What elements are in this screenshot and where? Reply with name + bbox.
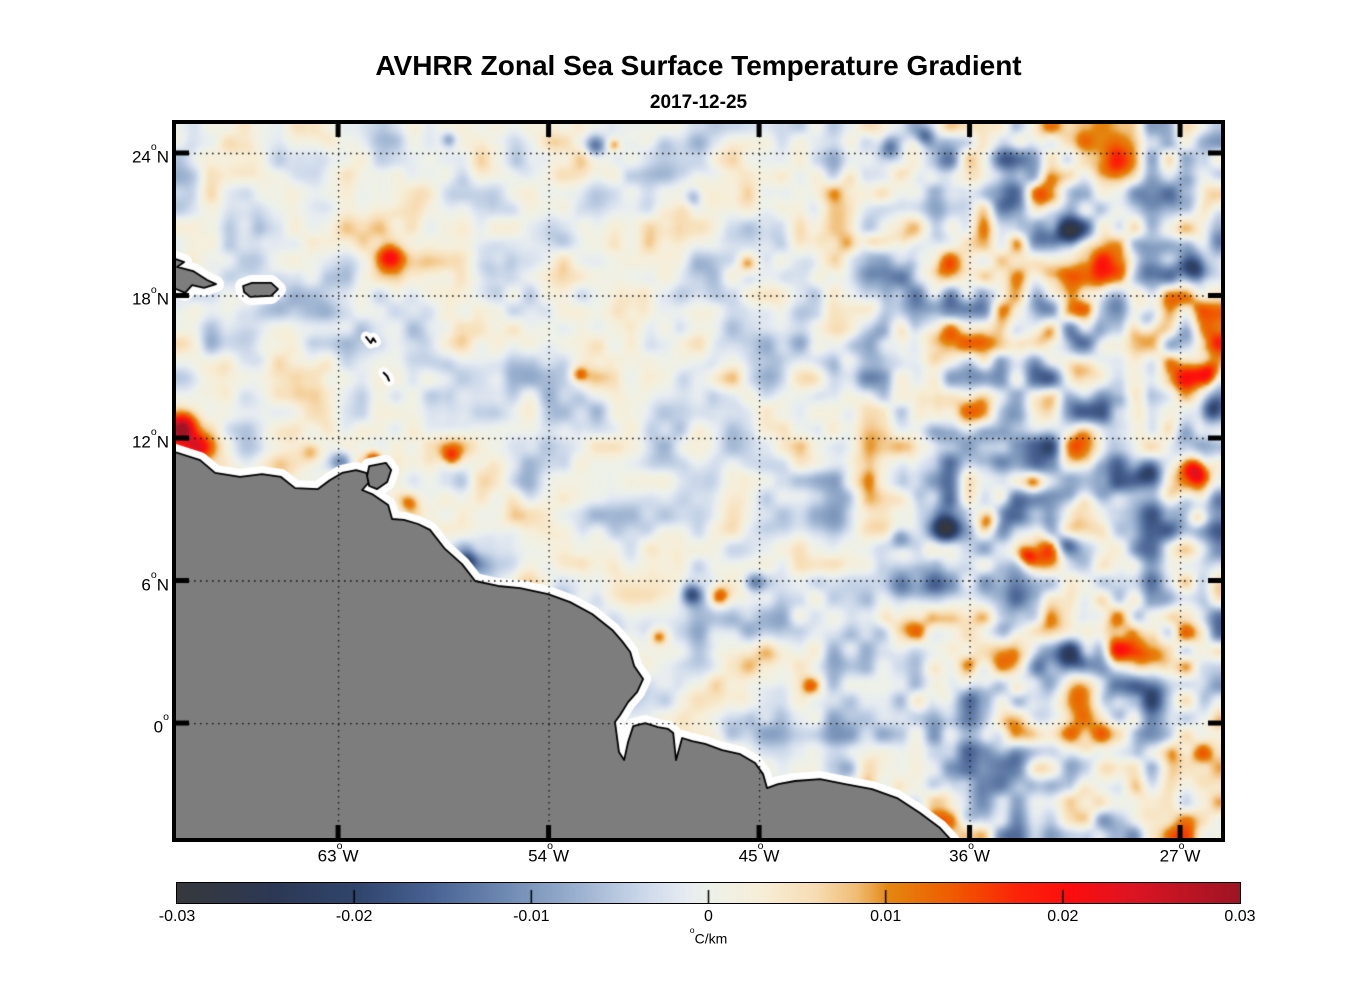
x-tick-label: 36oW [949, 840, 990, 866]
colorbar-tick-label: 0.03 [1224, 908, 1256, 925]
y-tick-label: 18oN [131, 283, 169, 310]
y-tick-label: 12oN [131, 426, 169, 452]
x-tick-label: 54oW [528, 840, 569, 866]
x-tick-label: 27oW [1159, 840, 1201, 866]
colorbar [176, 882, 1241, 904]
y-tick-label: 24oN [131, 141, 169, 167]
y-tick-label: 0o [153, 711, 169, 737]
colorbar-tick-label: -0.03 [158, 908, 196, 925]
chart-subtitle: 2017-12-25 [649, 92, 748, 113]
x-tick-label: 63oW [317, 840, 359, 866]
colorbar-tick-label: -0.01 [513, 908, 550, 925]
colorbar-unit-text: C/km [694, 930, 728, 947]
map-plot-area [172, 120, 1225, 842]
colorbar-unit-label: oC/km [176, 925, 1241, 947]
colorbar-tick-label: 0.02 [1047, 908, 1079, 925]
y-tick-label: 6oN [141, 568, 169, 595]
degree-symbol: o [689, 925, 695, 936]
sst-gradient-map-canvas [176, 124, 1221, 838]
chart-title: AVHRR Zonal Sea Surface Temperature Grad… [375, 50, 1022, 81]
colorbar-tick-label: 0 [704, 908, 713, 925]
colorbar-tick-label: 0.01 [870, 908, 902, 925]
colorbar-tick-label: -0.02 [335, 908, 373, 925]
colorbar-gradient-canvas [177, 883, 1240, 903]
x-tick-label: 45oW [738, 840, 780, 866]
